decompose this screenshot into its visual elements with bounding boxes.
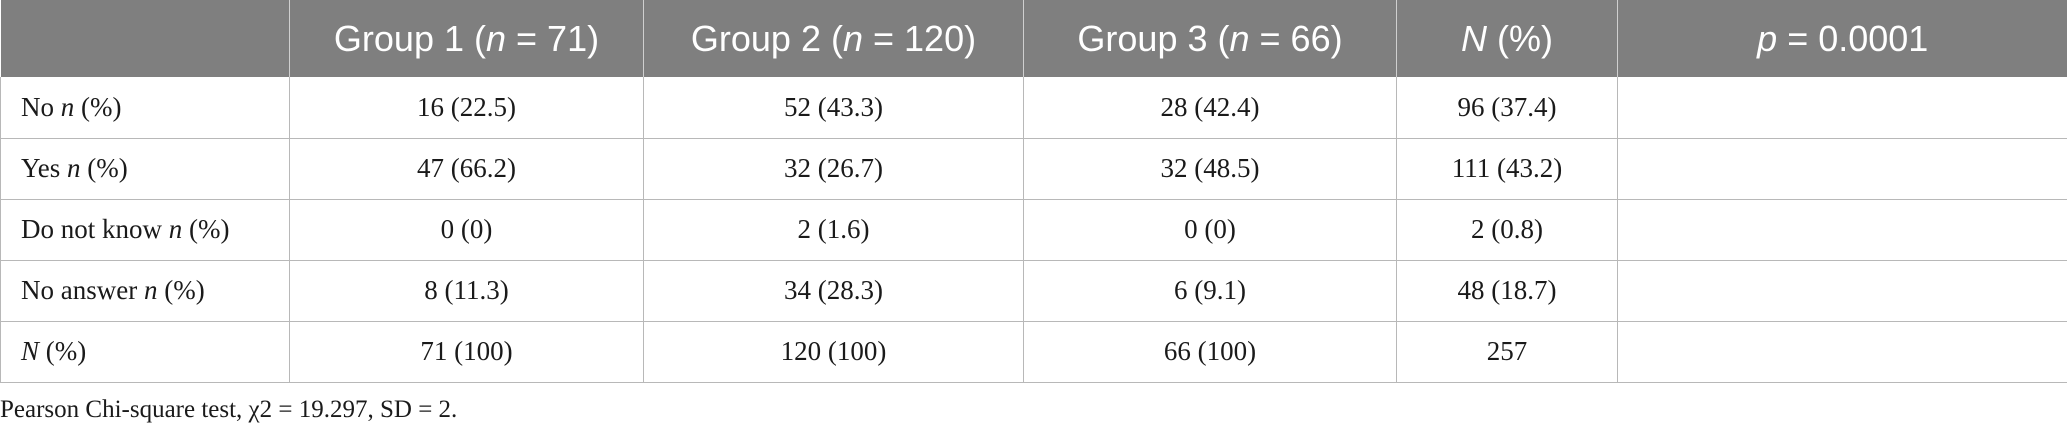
- table-cell: 32 (48.5): [1023, 138, 1397, 200]
- table-cell: 71 (100): [289, 321, 644, 383]
- results-table-container: Group 1 (n = 71) Group 2 (n = 120) Group…: [0, 0, 2067, 383]
- table-row: No answer n (%) 8 (11.3) 34 (28.3) 6 (9.…: [0, 260, 2067, 322]
- table-cell: 32 (26.7): [643, 138, 1024, 200]
- results-table: Group 1 (n = 71) Group 2 (n = 120) Group…: [0, 0, 2067, 383]
- header-cell-row-label: [0, 0, 290, 77]
- header-row: Group 1 (n = 71) Group 2 (n = 120) Group…: [0, 0, 2067, 77]
- table-cell: 2 (0.8): [1396, 199, 1618, 261]
- row-label: No answer n (%): [0, 260, 290, 322]
- row-label: Do not know n (%): [0, 199, 290, 261]
- table-cell: [1617, 138, 2067, 200]
- table-cell: 0 (0): [1023, 199, 1397, 261]
- table-cell: 8 (11.3): [289, 260, 644, 322]
- table-cell: 96 (37.4): [1396, 77, 1618, 139]
- header-cell-total: N (%): [1396, 0, 1618, 77]
- table-row: Do not know n (%) 0 (0) 2 (1.6) 0 (0) 2 …: [0, 199, 2067, 261]
- row-label: N (%): [0, 321, 290, 383]
- table-cell: 2 (1.6): [643, 199, 1024, 261]
- table-cell: [1617, 77, 2067, 139]
- row-label: No n (%): [0, 77, 290, 139]
- table-cell: 6 (9.1): [1023, 260, 1397, 322]
- table-cell: 0 (0): [289, 199, 644, 261]
- table-cell: 47 (66.2): [289, 138, 644, 200]
- table-cell: 120 (100): [643, 321, 1024, 383]
- header-cell-group-1: Group 1 (n = 71): [289, 0, 644, 77]
- table-cell: 48 (18.7): [1396, 260, 1618, 322]
- table-cell: [1617, 199, 2067, 261]
- table-footnote: Pearson Chi-square test, χ2 = 19.297, SD…: [0, 396, 458, 423]
- table-cell: 16 (22.5): [289, 77, 644, 139]
- table-cell: 52 (43.3): [643, 77, 1024, 139]
- table-row: Yes n (%) 47 (66.2) 32 (26.7) 32 (48.5) …: [0, 138, 2067, 200]
- table-cell: 66 (100): [1023, 321, 1397, 383]
- header-cell-group-2: Group 2 (n = 120): [643, 0, 1024, 77]
- table-cell: 34 (28.3): [643, 260, 1024, 322]
- header-cell-group-3: Group 3 (n = 66): [1023, 0, 1397, 77]
- table-cell: [1617, 260, 2067, 322]
- table-row: N (%) 71 (100) 120 (100) 66 (100) 257: [0, 321, 2067, 383]
- table-row: No n (%) 16 (22.5) 52 (43.3) 28 (42.4) 9…: [0, 77, 2067, 139]
- row-label: Yes n (%): [0, 138, 290, 200]
- table-cell: 257: [1396, 321, 1618, 383]
- table-cell: [1617, 321, 2067, 383]
- table-cell: 111 (43.2): [1396, 138, 1618, 200]
- table-cell: 28 (42.4): [1023, 77, 1397, 139]
- header-cell-p-value: p = 0.0001: [1757, 17, 1929, 59]
